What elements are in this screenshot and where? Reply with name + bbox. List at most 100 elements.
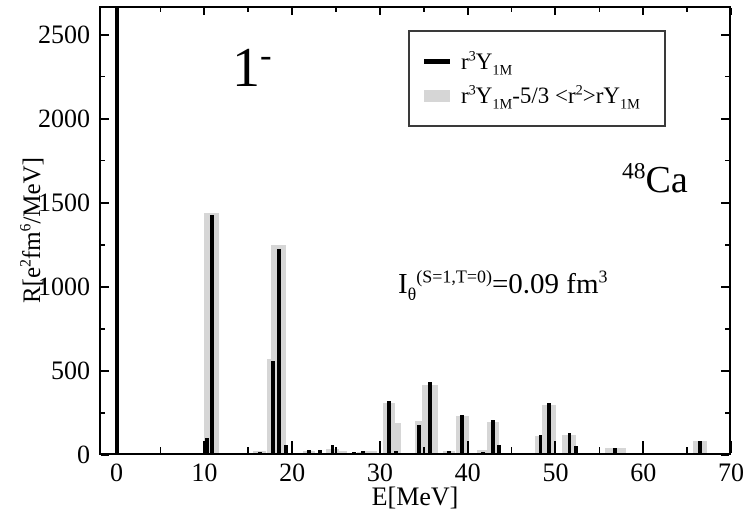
bar-gray-E31.8: [390, 423, 401, 453]
legend-entry-difference-operator: r3Y1M-5/3 <r2>rY1M: [424, 81, 664, 113]
text-run: r: [461, 48, 469, 74]
bar-black-E42.9: [491, 419, 496, 453]
x-minor-tick: [247, 447, 249, 453]
text-run: 1: [232, 37, 260, 99]
x-tick-label: 50: [542, 458, 569, 487]
sub-text: θ: [407, 283, 417, 304]
x-minor-tick-top: [335, 8, 337, 12]
sup-text: 3: [468, 47, 476, 64]
y-minor-tick: [101, 244, 105, 246]
y-major-tick-right: [721, 369, 729, 372]
bar-black-E24.6: [330, 445, 335, 453]
x-major-tick-top: [554, 8, 557, 15]
x-major-tick: [466, 441, 469, 453]
x-tick-label: 10: [191, 458, 218, 487]
x-major-tick: [378, 441, 381, 453]
x-major-tick: [730, 441, 732, 453]
sup-text: 2: [575, 81, 583, 98]
bar-black-E39.4: [460, 414, 465, 453]
y-major-tick-right: [721, 285, 729, 288]
text-run: -5/3 <r: [512, 82, 576, 108]
y-tick-label: 2500: [38, 19, 90, 49]
sup-text: 6: [17, 223, 35, 232]
y-major-tick-right: [721, 33, 729, 36]
text-run: r: [461, 82, 469, 108]
spin-parity-label: 1-: [232, 37, 272, 99]
bar-black-E28.1: [361, 451, 366, 453]
bar-gray-E25.6: [335, 450, 348, 453]
x-tick-label: 30: [366, 458, 393, 487]
text-run: I: [398, 268, 408, 300]
x-tick-label: 40: [454, 458, 481, 487]
bar-black-E41.8: [481, 451, 486, 453]
x-major-tick-top: [291, 8, 294, 15]
text-run: =0.09 fm: [491, 268, 599, 300]
sup-text: 48: [622, 158, 646, 185]
sup-text: -: [260, 35, 272, 75]
bar-black-E51.6: [567, 433, 572, 453]
bar-black-E10.3: [204, 437, 209, 453]
x-minor-tick: [423, 447, 425, 453]
y-minor-tick: [101, 412, 105, 414]
bar-black-E0: [114, 6, 119, 453]
x-axis-title: E[MeV]: [371, 482, 459, 511]
bar-black-E66.5: [698, 440, 703, 453]
bar-black-E19.3: [283, 444, 288, 453]
x-minor-tick: [598, 447, 601, 453]
sub-text: 1M: [620, 96, 640, 113]
x-tick-label: 20: [279, 458, 306, 487]
y-major-tick: [101, 117, 109, 120]
text-run: Y: [475, 82, 493, 108]
bar-black-E34.5: [417, 425, 422, 453]
bar-gray-E29: [364, 451, 378, 453]
legend-label: r3Y1M: [461, 47, 512, 78]
text-run: >rY: [582, 82, 621, 108]
y-minor-tick: [101, 75, 105, 78]
bar-black-E43.6: [497, 444, 502, 453]
y-major-tick-right: [721, 201, 729, 204]
x-major-tick-top: [466, 8, 469, 15]
x-minor-tick: [335, 447, 337, 453]
text-run: Y: [475, 48, 493, 74]
text-run: Ca: [645, 159, 688, 201]
y-tick-label: 2000: [38, 103, 90, 133]
x-major-tick: [554, 441, 557, 453]
y-minor-tick-right: [725, 328, 729, 330]
bar-black-E48.3: [538, 434, 543, 453]
x-minor-tick: [159, 447, 162, 453]
bar-black-E49.3: [547, 402, 552, 453]
y-major-tick: [101, 369, 109, 372]
bar-black-E27: [351, 451, 356, 453]
x-major-tick-top: [730, 8, 732, 15]
x-major-tick-top: [115, 8, 118, 15]
x-minor-tick: [510, 447, 513, 453]
x-minor-tick-top: [510, 8, 513, 12]
bar-black-E31: [386, 401, 391, 453]
sup-text: 2: [17, 259, 35, 267]
integral-value-label: Iθ(S=1,T=0)=0.09 fm3: [398, 264, 608, 304]
y-minor-tick-right: [725, 244, 729, 246]
y-minor-tick-right: [725, 159, 729, 162]
y-major-tick: [101, 454, 109, 456]
y-major-tick: [101, 201, 109, 204]
y-minor-tick: [101, 159, 105, 162]
bar-black-E16.3: [257, 451, 262, 453]
sup-text: 3: [468, 81, 476, 98]
bar-black-E23.2: [318, 449, 323, 453]
bar-black-E21.9: [306, 449, 311, 453]
x-major-tick-top: [378, 8, 381, 15]
bar-black-E17.8: [270, 360, 275, 453]
legend-box: r3Y1M r3Y1M-5/3 <r2>rY1M: [408, 30, 666, 127]
bar-black-E35.7: [427, 382, 432, 453]
y-major-tick: [101, 285, 109, 288]
bar-black-E56.8: [613, 447, 618, 453]
y-axis-title: R[e2fm6/MeV]: [17, 120, 47, 340]
x-major-tick: [291, 441, 294, 453]
legend-entry-r3y1m: r3Y1M: [424, 47, 664, 78]
y-tick-label: 1000: [38, 271, 90, 301]
x-major-tick-top: [203, 8, 206, 15]
x-major-tick: [115, 441, 118, 453]
bar-black-E37.9: [447, 450, 452, 453]
x-minor-tick-top: [247, 8, 249, 12]
